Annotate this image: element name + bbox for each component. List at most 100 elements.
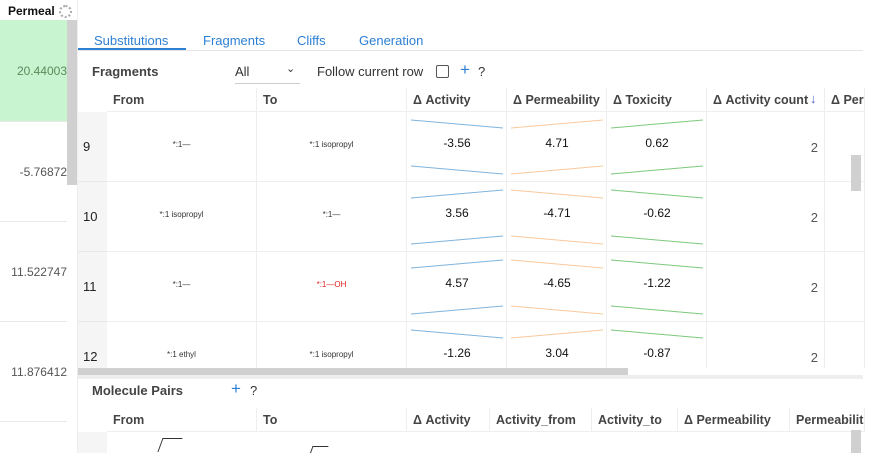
activity-count: 2: [707, 182, 825, 252]
column-header-d-toxicity[interactable]: Δ Toxicity: [607, 88, 707, 112]
tab-cliffs[interactable]: Cliffs: [297, 33, 326, 48]
chevron-down-icon: ⌄: [286, 63, 296, 75]
column-header-from[interactable]: From: [107, 88, 257, 112]
gear-icon[interactable]: [59, 5, 72, 18]
sparkline-segment: [510, 235, 604, 245]
from-structure: *:1—: [107, 252, 257, 322]
sort-desc-icon[interactable]: ↓: [810, 91, 817, 106]
delta-toxicity-cell[interactable]: -0.62: [607, 182, 707, 252]
sparkline-segment: [410, 235, 504, 245]
delta-activity-cell[interactable]: 4.57: [407, 252, 507, 322]
column-header-d-permeability[interactable]: Δ Permeability: [507, 88, 607, 112]
fragments-horizontal-scrollbar[interactable]: [78, 368, 628, 375]
active-tab-indicator: [78, 48, 186, 50]
sparkline: [410, 259, 504, 315]
row-number: 10: [78, 182, 107, 252]
fragments-grid: From To Δ Activity Δ Permeability Δ Toxicity…: [78, 88, 865, 368]
delta-value: 4.71: [545, 136, 569, 150]
table-row[interactable]: 10 *:1 isopropyl *:1— 3.56 -4.71 -0.62 2: [78, 182, 865, 252]
delta-value: -0.87: [643, 346, 671, 360]
sparkline: [410, 119, 504, 175]
to-molecule-structure: [307, 446, 329, 453]
add-icon[interactable]: +: [231, 379, 241, 398]
add-icon[interactable]: +: [460, 60, 470, 79]
sparkline-segment: [410, 259, 504, 269]
grid-cell[interactable]: 11.522747: [0, 222, 67, 322]
sparkline: [410, 329, 504, 339]
column-header-permeability[interactable]: Permeal: [8, 4, 55, 18]
fragments-vertical-scrollbar[interactable]: [851, 155, 861, 191]
delta-activity-cell[interactable]: 3.56: [407, 182, 507, 252]
delta-toxicity-cell[interactable]: 0.62: [607, 112, 707, 182]
tab-generation[interactable]: Generation: [359, 33, 424, 48]
table-row[interactable]: 11 *:1— *:1—OH 4.57 -4.65 -1.22 2: [78, 252, 865, 322]
row-number: 11: [78, 252, 107, 322]
delta-permeability-cell[interactable]: 4.71: [507, 112, 607, 182]
sparkline-segment: [410, 165, 504, 175]
column-header-d-activity-count[interactable]: Δ Activity count: [707, 88, 825, 112]
delta-value: -4.65: [543, 276, 571, 290]
delta-toxicity-cell[interactable]: -1.22: [607, 252, 707, 322]
sparkline: [610, 189, 704, 245]
sparkline-segment: [610, 305, 704, 315]
help-icon[interactable]: ?: [250, 383, 258, 398]
delta-value: 4.57: [445, 276, 469, 290]
follow-current-row-label: Follow current row: [317, 64, 424, 79]
pairs-column-header-activity_to[interactable]: Activity_to: [592, 408, 678, 432]
sparkline-segment: [510, 305, 604, 315]
pairs-column-header-to[interactable]: To: [257, 408, 407, 432]
sparkline-segment: [610, 189, 704, 199]
sparkline-segment: [410, 305, 504, 315]
pairs-column-header-from[interactable]: From: [107, 408, 257, 432]
delta-value: -4.71: [543, 206, 571, 220]
table-row[interactable]: 12 *:1 ethyl *:1 isopropyl -1.26 3.04 -0.87 2: [78, 322, 865, 368]
grid-cell[interactable]: 11.876412: [0, 322, 67, 422]
molecule-pairs-grid: From To Δ Activity Activity_from Activity_to…: [78, 408, 865, 453]
tab-fragments[interactable]: Fragments: [203, 33, 266, 48]
sparkline-segment: [610, 165, 704, 175]
column-header-d-per[interactable]: Δ Per: [825, 88, 865, 112]
pairs-column-header-activity_from[interactable]: Activity_from: [490, 408, 592, 432]
tab-divider: [78, 50, 863, 51]
sparkline-segment: [410, 189, 504, 199]
from-molecule-structure: [157, 438, 183, 452]
table-row[interactable]: 9 *:1— *:1 isopropyl -3.56 4.71 0.62 2: [78, 112, 865, 182]
filter-select[interactable]: All ⌄: [235, 60, 300, 84]
row-number: 9: [78, 112, 107, 182]
delta-permeability-cell[interactable]: -4.65: [507, 252, 607, 322]
splitter-handle[interactable]: [78, 375, 863, 379]
delta-value: -3.56: [443, 136, 471, 150]
delta-toxicity-cell[interactable]: -0.87: [607, 322, 707, 368]
help-icon[interactable]: ?: [478, 64, 486, 79]
sparkline: [510, 329, 604, 339]
pairs-column-header-permeabilit[interactable]: Permeabilit: [790, 408, 865, 432]
grid-cell[interactable]: -5.76872: [0, 122, 67, 222]
pairs-column-header--activity[interactable]: Δ Activity: [407, 408, 490, 432]
row-number: 12: [78, 322, 107, 368]
delta-permeability-cell[interactable]: 3.04: [507, 322, 607, 368]
sparkline-segment: [510, 259, 604, 269]
delta-value: 0.62: [645, 136, 669, 150]
follow-current-row-checkbox[interactable]: [436, 65, 449, 78]
to-structure: *:1 isopropyl: [257, 112, 407, 182]
sparkline-segment: [510, 119, 604, 129]
grid-cell[interactable]: 20.44003: [0, 20, 67, 122]
pairs-column-header--permeability[interactable]: Δ Permeability: [678, 408, 790, 432]
filter-value: All: [235, 64, 250, 79]
column-header-d-activity[interactable]: Δ Activity: [407, 88, 507, 112]
pairs-vertical-scrollbar[interactable]: [851, 430, 861, 453]
delta-permeability-cell[interactable]: -4.71: [507, 182, 607, 252]
column-header-to[interactable]: To: [257, 88, 407, 112]
delta-value: -0.62: [643, 206, 671, 220]
activity-count: 2: [707, 112, 825, 182]
delta-activity-cell[interactable]: -1.26: [407, 322, 507, 368]
delta-activity-cell[interactable]: -3.56: [407, 112, 507, 182]
d-per-cell: [825, 112, 865, 182]
d-per-cell: [825, 182, 865, 252]
sparkline-segment: [410, 119, 504, 129]
sparkline-segment: [510, 165, 604, 175]
tab-substitutions[interactable]: Substitutions: [94, 33, 169, 48]
sparkline-segment: [510, 329, 604, 339]
vertical-scrollbar[interactable]: [67, 20, 77, 185]
from-structure: *:1 isopropyl: [107, 182, 257, 252]
